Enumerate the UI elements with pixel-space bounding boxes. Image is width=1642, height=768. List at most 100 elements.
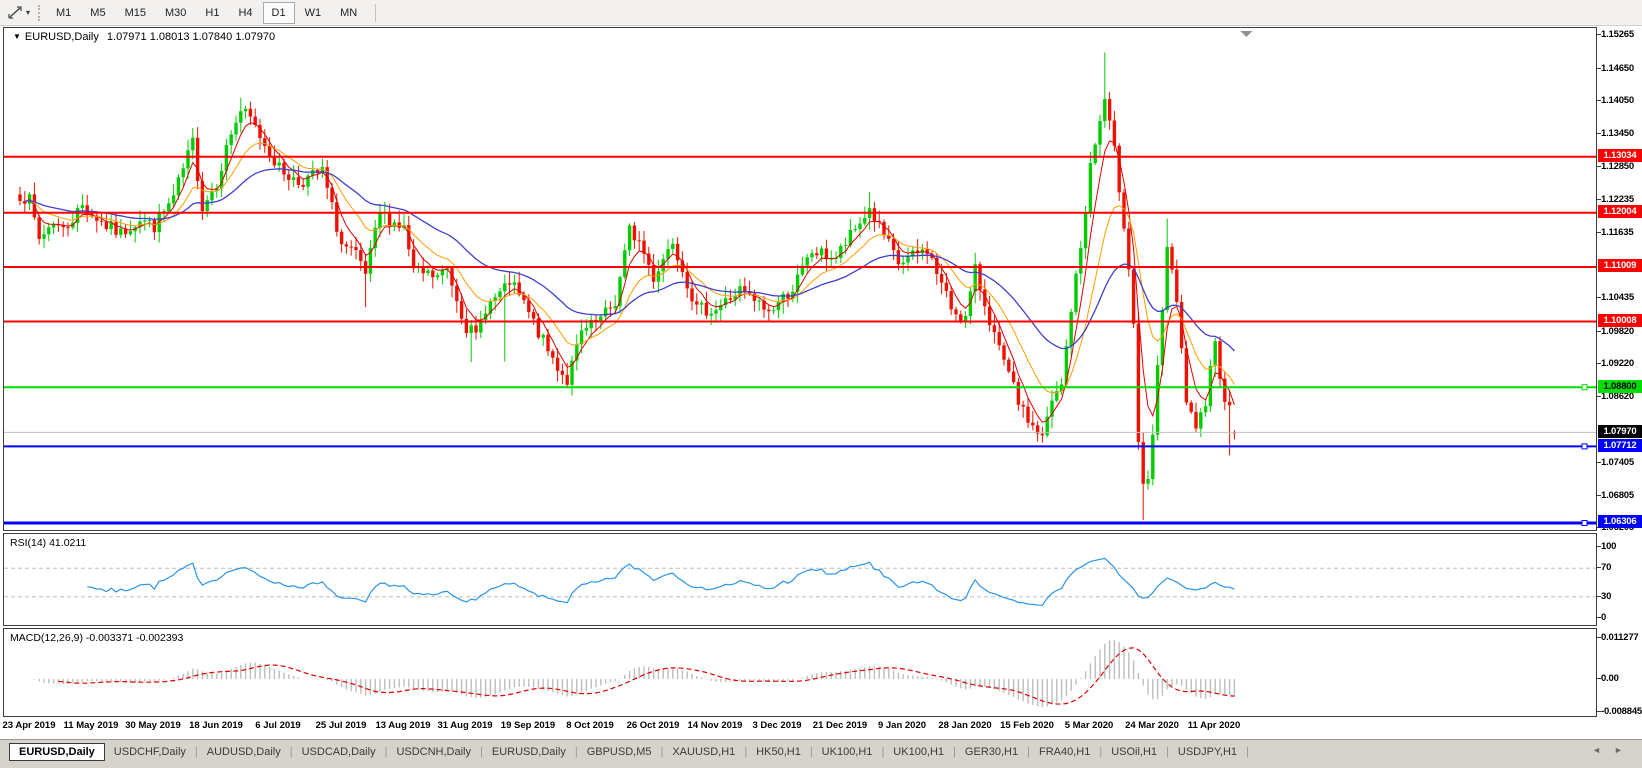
date-axis-label: 18 Jun 2019 bbox=[189, 720, 243, 731]
macd-axis-tick bbox=[1597, 678, 1601, 679]
macd-indicator-panel[interactable]: MACD(12,26,9) -0.003371 -0.002393 bbox=[3, 628, 1597, 717]
tab-scroll-right-icon[interactable]: ► bbox=[1614, 745, 1623, 755]
chart-tab[interactable]: USDJPY,H1 bbox=[1177, 746, 1238, 758]
chart-tab[interactable]: GER30,H1 bbox=[964, 746, 1019, 758]
rsi-line bbox=[87, 557, 1235, 606]
price-axis-tick-label: 1.15265 bbox=[1601, 29, 1634, 40]
chart-tab[interactable]: USDCAD,Daily bbox=[301, 746, 376, 758]
price-axis-tick bbox=[1597, 100, 1601, 101]
date-axis-label: 21 Dec 2019 bbox=[812, 720, 868, 731]
timeframe-button-m5[interactable]: M5 bbox=[90, 6, 106, 19]
price-level-badge: 1.06306 bbox=[1598, 515, 1642, 528]
date-axis-label: 25 Jul 2019 bbox=[315, 720, 367, 731]
date-axis-label: 8 Oct 2019 bbox=[566, 720, 614, 731]
chart-title: ▼ EURUSD,Daily 1.07971 1.08013 1.07840 1.0… bbox=[13, 31, 275, 43]
price-axis-tick bbox=[1597, 396, 1601, 397]
timeframe-button-d1[interactable]: D1 bbox=[262, 1, 295, 24]
collapse-triangle-icon[interactable]: ▼ bbox=[13, 32, 21, 41]
line-handle[interactable] bbox=[1581, 443, 1588, 450]
chart-tab[interactable]: USDCHF,Daily bbox=[113, 746, 186, 758]
rsi-axis-tick bbox=[1597, 596, 1601, 597]
chart-tab[interactable]: EURUSD,Daily bbox=[491, 746, 566, 758]
price-axis-tick-label: 1.13450 bbox=[1601, 128, 1634, 139]
tab-separator: | bbox=[809, 746, 813, 758]
cursor-tool-icon[interactable] bbox=[5, 4, 25, 22]
tab-separator: | bbox=[744, 746, 748, 758]
tab-scroll-left-icon[interactable]: ◄ bbox=[1592, 745, 1601, 755]
date-axis-label: 9 Jan 2020 bbox=[877, 720, 927, 731]
macd-axis-tick bbox=[1597, 711, 1601, 712]
date-axis-label: 11 Apr 2020 bbox=[1187, 720, 1241, 731]
price-level-badge: 1.08800 bbox=[1598, 380, 1642, 393]
price-axis-tick-label: 1.11635 bbox=[1601, 227, 1634, 238]
price-axis-tick bbox=[1597, 363, 1601, 364]
macd-axis-tick-label: 0.011277 bbox=[1601, 632, 1639, 643]
price-chart-panel[interactable]: ▼ EURUSD,Daily 1.07971 1.08013 1.07840 1.0… bbox=[3, 27, 1597, 531]
rsi-label: RSI(14) 41.0211 bbox=[10, 537, 87, 549]
tab-separator: | bbox=[1166, 746, 1169, 758]
moving-average-line-5 bbox=[24, 122, 1235, 423]
date-axis-label: 5 Mar 2020 bbox=[1064, 720, 1114, 731]
macd-signal-line bbox=[58, 647, 1235, 705]
tab-separator: | bbox=[480, 746, 483, 758]
chart-tab-active[interactable]: EURUSD,Daily bbox=[9, 743, 105, 761]
price-axis-tick bbox=[1597, 166, 1601, 167]
macd-axis-tick bbox=[1597, 637, 1601, 638]
timeframe-button-m30[interactable]: M30 bbox=[164, 6, 187, 19]
rsi-indicator-panel[interactable]: RSI(14) 41.0211 bbox=[3, 533, 1597, 626]
tab-separator: | bbox=[1246, 746, 1249, 758]
timeframe-button-m1[interactable]: M1 bbox=[56, 6, 72, 19]
chart-tab-bar: EURUSD,Daily USDCHF,Daily | AUDUSD,Daily | US… bbox=[0, 739, 1642, 764]
line-handle[interactable] bbox=[1581, 520, 1588, 526]
timeframe-button-h1[interactable]: H1 bbox=[205, 6, 220, 19]
chart-tab[interactable]: UK100,H1 bbox=[821, 746, 873, 758]
macd-axis-tick-label: -0.008845 bbox=[1601, 706, 1642, 717]
price-level-badge: 1.10008 bbox=[1598, 314, 1642, 327]
trendline-glyph bbox=[7, 6, 22, 19]
tab-separator: | bbox=[1099, 746, 1103, 758]
price-axis-tick-label: 1.09220 bbox=[1601, 358, 1634, 369]
chart-tab[interactable]: XAUUSD,H1 bbox=[672, 746, 736, 758]
date-axis-label: 11 May 2019 bbox=[63, 720, 119, 731]
chart-tab[interactable]: USOil,H1 bbox=[1111, 746, 1158, 758]
macd-axis-tick-label: 0.00 bbox=[1601, 673, 1619, 684]
date-axis-label: 23 Apr 2019 bbox=[2, 720, 56, 731]
macd-histogram bbox=[28, 639, 1236, 708]
price-axis-tick bbox=[1597, 232, 1601, 233]
chart-tab[interactable]: FRA40,H1 bbox=[1038, 746, 1091, 758]
date-axis-label: 31 Aug 2019 bbox=[437, 720, 493, 731]
chart-shift-marker-icon[interactable] bbox=[1240, 31, 1253, 37]
rsi-axis-tick bbox=[1597, 567, 1601, 568]
chart-tab[interactable]: USDCNH,Daily bbox=[396, 746, 471, 758]
toolbar-grip[interactable] bbox=[38, 4, 41, 21]
dropdown-caret-icon[interactable]: ▾ bbox=[26, 8, 31, 17]
chart-tab[interactable]: GBPUSD,M5 bbox=[586, 746, 652, 758]
rsi-axis-tick-label: 100 bbox=[1601, 541, 1617, 552]
price-level-badge: 1.07712 bbox=[1598, 439, 1642, 452]
price-axis-tick-label: 1.06805 bbox=[1601, 490, 1634, 501]
rsi-axis-tick-label: 70 bbox=[1601, 562, 1612, 573]
date-axis-label: 28 Jan 2020 bbox=[938, 720, 992, 731]
price-axis-tick bbox=[1597, 331, 1601, 332]
line-handle[interactable] bbox=[1581, 384, 1588, 391]
timeframe-button-h4[interactable]: H4 bbox=[238, 6, 253, 19]
chart-tab[interactable]: UK100,H1 bbox=[893, 746, 945, 758]
tab-separator: | bbox=[881, 746, 885, 758]
timeframe-button-m15[interactable]: M15 bbox=[124, 6, 146, 19]
timeframe-button-w1[interactable]: W1 bbox=[304, 6, 322, 19]
moving-average-line-34 bbox=[24, 168, 1235, 352]
chart-tab[interactable]: HK50,H1 bbox=[756, 746, 801, 758]
price-axis-tick bbox=[1597, 68, 1601, 69]
rsi-axis-tick-label: 30 bbox=[1601, 591, 1612, 602]
price-axis-tick-label: 1.09820 bbox=[1601, 326, 1634, 337]
price-level-badge: 1.07970 bbox=[1598, 425, 1642, 438]
tab-separator: | bbox=[289, 746, 293, 758]
timeframe-button-mn[interactable]: MN bbox=[340, 6, 358, 19]
bottom-strip bbox=[0, 763, 1642, 768]
price-axis-tick-label: 1.10435 bbox=[1601, 292, 1634, 303]
date-axis-label: 24 Mar 2020 bbox=[1125, 720, 1179, 731]
price-axis-tick bbox=[1597, 462, 1601, 463]
chart-tab[interactable]: AUDUSD,Daily bbox=[206, 746, 281, 758]
macd-label: MACD(12,26,9) -0.003371 -0.002393 bbox=[10, 632, 184, 644]
price-axis-tick bbox=[1597, 297, 1601, 298]
